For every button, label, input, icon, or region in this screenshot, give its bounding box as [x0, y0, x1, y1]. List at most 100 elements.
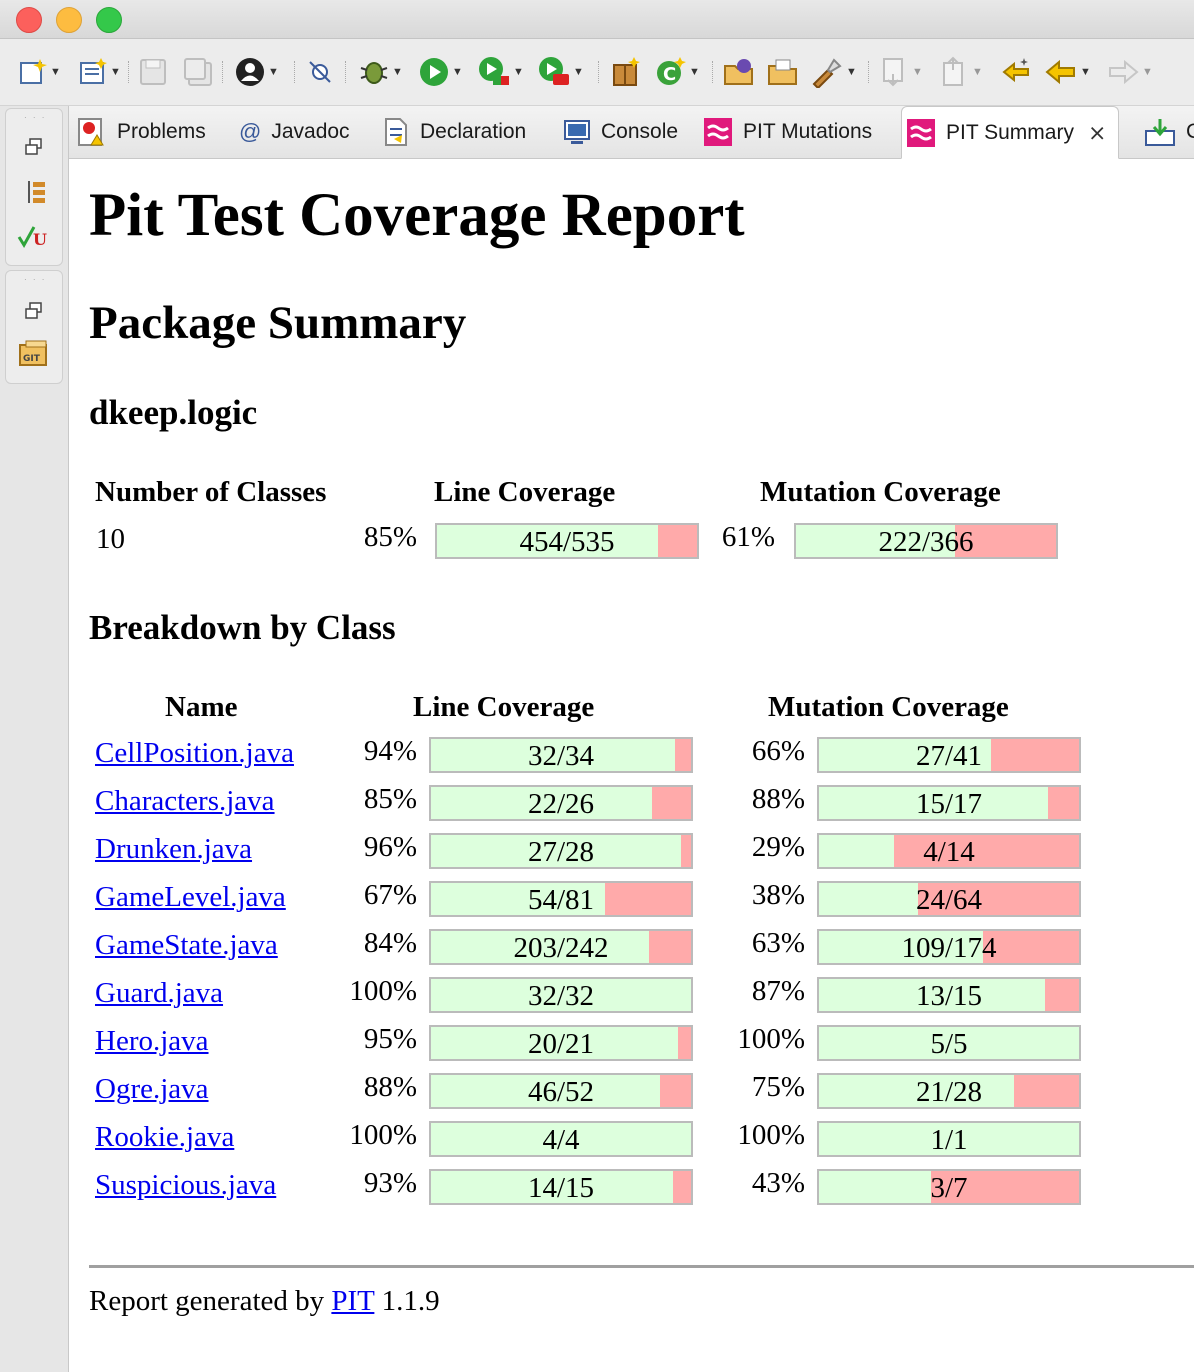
summary-mutation-coverage-bar: 222/366 — [794, 523, 1058, 559]
tab-label: Problems — [117, 120, 206, 143]
tab-label: C — [1186, 120, 1194, 143]
external-tools-button[interactable]: ▼ — [537, 55, 584, 89]
class-mutation-coverage-bar: 109/174 — [817, 929, 1081, 965]
header-mutation-coverage: Mutation Coverage — [760, 476, 1001, 508]
search-button[interactable]: ▼ — [810, 55, 857, 89]
new-java-package-button[interactable] — [610, 55, 642, 89]
save-all-icon — [184, 58, 212, 86]
coverage-fill — [819, 787, 1048, 819]
flashlight-icon — [812, 58, 842, 88]
class-link[interactable]: Ogre.java — [95, 1073, 209, 1105]
skip-breakpoints-icon — [309, 61, 331, 83]
coverage-fill — [431, 931, 650, 963]
class-line-ratio: 27/28 — [527, 836, 595, 868]
class-mutation-ratio: 13/15 — [915, 980, 983, 1012]
forward-button[interactable]: ▼ — [1106, 55, 1153, 89]
hierarchy-view-button[interactable] — [24, 179, 48, 210]
class-mutation-ratio: 27/41 — [915, 740, 983, 772]
save-button[interactable] — [138, 55, 168, 89]
coverage-fill — [431, 835, 681, 867]
git-repositories-button[interactable]: GIT — [18, 339, 50, 374]
last-edit-location-button[interactable] — [1000, 55, 1034, 89]
pit-icon — [906, 118, 936, 148]
class-line-percent: 93% — [363, 1167, 417, 1199]
restore-view-2-button[interactable] — [24, 301, 44, 326]
declaration-icon — [382, 117, 410, 147]
class-link[interactable]: Guard.java — [95, 977, 224, 1009]
user-icon — [236, 58, 264, 86]
class-mutation-ratio: 21/28 — [915, 1076, 983, 1108]
class-line-percent: 94% — [363, 735, 417, 767]
header-name: Name — [165, 691, 238, 723]
pit-link[interactable]: PIT — [331, 1285, 375, 1317]
tab-problems[interactable]: Problems — [77, 106, 206, 158]
coverage-fill — [819, 835, 895, 867]
tab-declaration[interactable]: Declaration — [382, 106, 526, 158]
skip-breakpoints-button[interactable] — [305, 55, 335, 89]
coverage-fill — [431, 1027, 678, 1059]
new-file-icon — [20, 59, 47, 84]
header-number-of-classes: Number of Classes — [95, 476, 327, 508]
junit-icon: U — [17, 226, 47, 249]
next-annotation-icon — [883, 58, 903, 87]
class-link[interactable]: Drunken.java — [95, 833, 253, 865]
open-task-button[interactable] — [766, 55, 800, 89]
profile-button[interactable]: ▼ — [234, 55, 279, 89]
tab-label: Declaration — [420, 120, 527, 143]
debug-button[interactable]: ▼ — [358, 55, 403, 89]
junit-view-button[interactable]: U — [16, 223, 50, 256]
external-tools-icon — [539, 57, 569, 85]
restore-view-button[interactable] — [24, 137, 44, 162]
minimize-window-button[interactable] — [56, 7, 82, 33]
class-link[interactable]: CellPosition.java — [95, 737, 294, 769]
breakdown-heading: Breakdown by Class — [89, 608, 396, 647]
class-line-ratio: 20/21 — [527, 1028, 595, 1060]
class-link[interactable]: Hero.java — [95, 1025, 209, 1057]
summary-line-coverage-bar: 454/535 — [435, 523, 699, 559]
new-java-class-button[interactable]: C ▼ — [655, 55, 700, 89]
problems-icon — [77, 117, 107, 147]
restore-icon — [25, 138, 42, 155]
save-all-button[interactable] — [183, 55, 213, 89]
javadoc-icon: @ — [239, 119, 262, 144]
class-line-percent: 96% — [363, 831, 417, 863]
new-class-button[interactable]: ▼ — [78, 55, 121, 89]
tab-pit-summary[interactable]: PIT Summary ⨯ — [901, 106, 1120, 159]
close-tab-icon[interactable]: ⨯ — [1087, 119, 1107, 145]
class-line-coverage-bar: 203/242 — [429, 929, 693, 965]
tab-pit-mutations[interactable]: PIT Mutations — [703, 106, 872, 158]
header-class-line-coverage: Line Coverage — [413, 691, 595, 723]
back-button[interactable]: ▼ — [1044, 55, 1091, 89]
close-window-button[interactable] — [16, 7, 42, 33]
class-line-percent: 100% — [349, 975, 417, 1007]
open-type-button[interactable] — [722, 55, 756, 89]
class-mutation-ratio: 3/7 — [930, 1172, 968, 1204]
class-mutation-ratio: 1/1 — [930, 1124, 968, 1156]
coverage-fill — [819, 1171, 931, 1203]
back-arrow-icon — [1045, 59, 1075, 85]
pit-version: 1.1.9 — [381, 1285, 440, 1317]
class-mutation-percent: 43% — [751, 1167, 805, 1199]
class-link[interactable]: Suspicious.java — [95, 1169, 277, 1201]
tab-overflow[interactable]: C — [1144, 106, 1194, 158]
next-annotation-button[interactable]: ▼ — [880, 55, 923, 89]
class-link[interactable]: GameState.java — [95, 929, 278, 961]
class-link[interactable]: Characters.java — [95, 785, 275, 817]
class-link[interactable]: GameLevel.java — [95, 881, 286, 913]
coverage-fill — [819, 931, 983, 963]
class-mutation-percent: 100% — [737, 1023, 805, 1055]
zoom-window-button[interactable] — [96, 7, 122, 33]
class-link[interactable]: Rookie.java — [95, 1121, 235, 1153]
coverage-button[interactable]: ▼ — [477, 55, 524, 89]
new-wizard-button[interactable]: ▼ — [18, 55, 61, 89]
coverage-fill — [431, 1123, 691, 1155]
class-line-coverage-bar: 32/34 — [429, 737, 693, 773]
class-mutation-ratio: 24/64 — [915, 884, 983, 916]
coverage-icon — [479, 57, 509, 85]
class-line-ratio: 203/242 — [513, 932, 609, 964]
previous-annotation-button[interactable]: ▼ — [940, 55, 983, 89]
run-button[interactable]: ▼ — [418, 55, 463, 89]
view-tab-bar: Problems @ Javadoc Declaration Console P… — [69, 106, 1194, 159]
tab-javadoc[interactable]: @ Javadoc — [239, 106, 350, 158]
tab-console[interactable]: Console — [563, 106, 678, 158]
